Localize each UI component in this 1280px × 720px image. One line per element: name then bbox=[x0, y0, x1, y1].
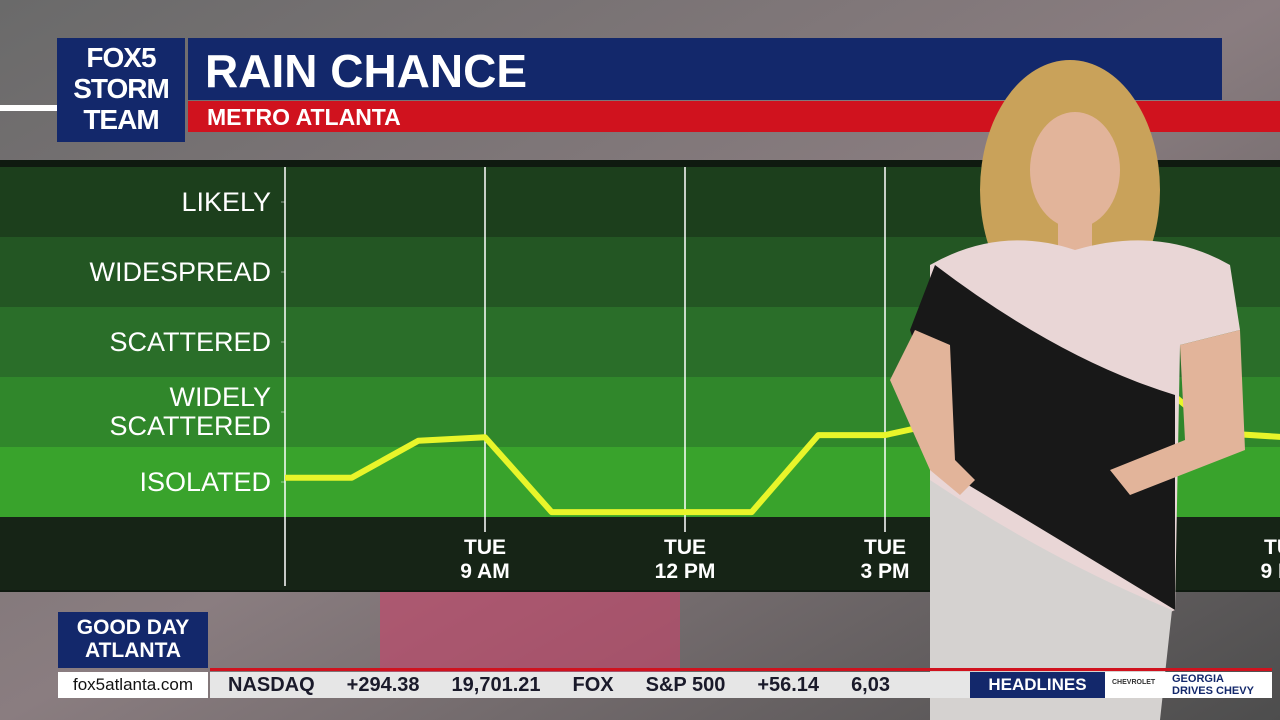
y-tick-label: LIKELY bbox=[181, 186, 271, 217]
show-box bbox=[58, 612, 208, 668]
presenter bbox=[890, 60, 1245, 720]
y-tick-label: SCATTERED bbox=[109, 326, 271, 357]
headlines-box bbox=[970, 672, 1105, 698]
sponsor-box bbox=[1105, 672, 1272, 698]
ticker-item: +294.38 bbox=[346, 674, 420, 696]
website: fox5atlanta.com bbox=[72, 675, 193, 694]
x-tick-label: TUE 12 PM bbox=[654, 536, 716, 583]
logo: FOX5 STORM TEAM bbox=[73, 42, 170, 135]
ticker-item: S&P 500 bbox=[645, 674, 726, 696]
y-tick-label: ISOLATED bbox=[139, 466, 271, 497]
ticker-item: 6,03 bbox=[851, 674, 890, 696]
ticker-item: NASDAQ bbox=[228, 674, 315, 696]
ticker-item: +56.14 bbox=[757, 674, 820, 696]
chart-subtitle: METRO ATLANTA bbox=[207, 104, 401, 130]
x-tick-label: TUE 3 PM bbox=[860, 536, 910, 583]
x-tick-label: TUE 9 AM bbox=[460, 536, 510, 583]
website-box bbox=[58, 672, 208, 698]
sponsor-brand: CHEVROLET bbox=[1112, 679, 1156, 686]
show-name: GOOD DAY ATLANTA bbox=[76, 616, 190, 662]
logo-box bbox=[57, 38, 185, 142]
y-tick-label: WIDESPREAD bbox=[89, 256, 271, 287]
ticker-item: 19,701.21 bbox=[451, 674, 541, 696]
header-rule bbox=[0, 105, 57, 111]
y-tick-label: WIDELY SCATTERED bbox=[109, 382, 271, 441]
background-blur bbox=[380, 592, 680, 672]
x-tick-label: TUE 9 PM bbox=[1260, 536, 1280, 583]
ticker-rule bbox=[210, 668, 1272, 671]
ticker: NASDAQ +294.38 19,701.21 FOX S&P 500 +56.14 6,… bbox=[228, 674, 970, 698]
sponsor: GEORGIA DRIVES CHEVY bbox=[1172, 673, 1254, 697]
chart-title: RAIN CHANCE bbox=[205, 45, 527, 97]
ticker-bar bbox=[210, 672, 970, 698]
headlines: HEADLINES bbox=[988, 675, 1087, 694]
ticker-item: FOX bbox=[572, 674, 614, 696]
